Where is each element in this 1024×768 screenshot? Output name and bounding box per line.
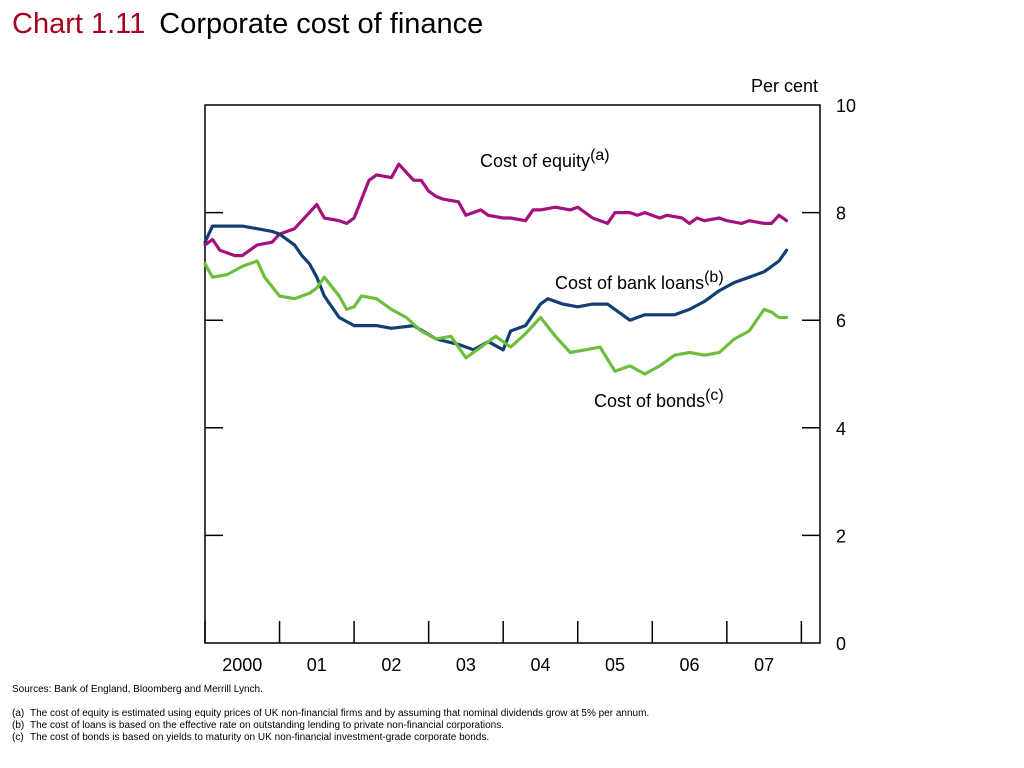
y-tick-label: 8 xyxy=(836,204,846,224)
y-tick-label: 10 xyxy=(836,96,856,116)
footnote-a-label: (a) xyxy=(12,708,25,719)
series-line-cost-of-bank-loans xyxy=(203,224,789,352)
label-cost-of-bonds: Cost of bonds(c) xyxy=(594,387,724,411)
chart-notes: Sources: Bank of England, Bloomberg and … xyxy=(12,684,649,744)
y-axis-label: Per cent xyxy=(751,76,818,96)
x-tick-label: 05 xyxy=(605,655,625,675)
chart-title-text: Corporate cost of finance xyxy=(159,8,484,40)
footnote-b-label: (b) xyxy=(12,720,25,731)
footnote-c-text: The cost of bonds is based on yields to … xyxy=(30,732,490,743)
label-cost-of-bank-loans: Cost of bank loans(b) xyxy=(555,269,724,293)
footnote-c: (c) The cost of bonds is based on yields … xyxy=(12,732,649,744)
series-line-cost-of-bonds xyxy=(203,259,789,376)
chart-title: Chart 1.11 Corporate cost of finance xyxy=(12,8,483,41)
footnote-c-label: (c) xyxy=(12,732,24,743)
x-tick-label: 03 xyxy=(456,655,476,675)
series-line-cost-of-equity xyxy=(203,162,789,258)
y-tick-label: 6 xyxy=(836,311,846,331)
footnote-a-text: The cost of equity is estimated using eq… xyxy=(30,708,650,719)
x-tick-label: 02 xyxy=(381,655,401,675)
chart-number: Chart 1.11 xyxy=(12,8,146,40)
footnote-a: (a) The cost of equity is estimated using… xyxy=(12,708,649,720)
footnote-b: (b) The cost of loans is based on the eff… xyxy=(12,720,649,732)
y-tick-label: 0 xyxy=(836,634,846,654)
label-cost-of-equity: Cost of equity(a) xyxy=(480,147,610,171)
x-tick-label: 2000 xyxy=(222,655,262,675)
x-tick-label: 01 xyxy=(307,655,327,675)
y-tick-label: 2 xyxy=(836,526,846,546)
y-tick-label: 4 xyxy=(836,419,846,439)
x-tick-label: 04 xyxy=(530,655,550,675)
x-tick-label: 06 xyxy=(680,655,700,675)
x-tick-label: 07 xyxy=(754,655,774,675)
plot-frame xyxy=(204,104,821,644)
footnote-b-text: The cost of loans is based on the effect… xyxy=(30,720,505,731)
sources-note: Sources: Bank of England, Bloomberg and … xyxy=(12,684,263,695)
